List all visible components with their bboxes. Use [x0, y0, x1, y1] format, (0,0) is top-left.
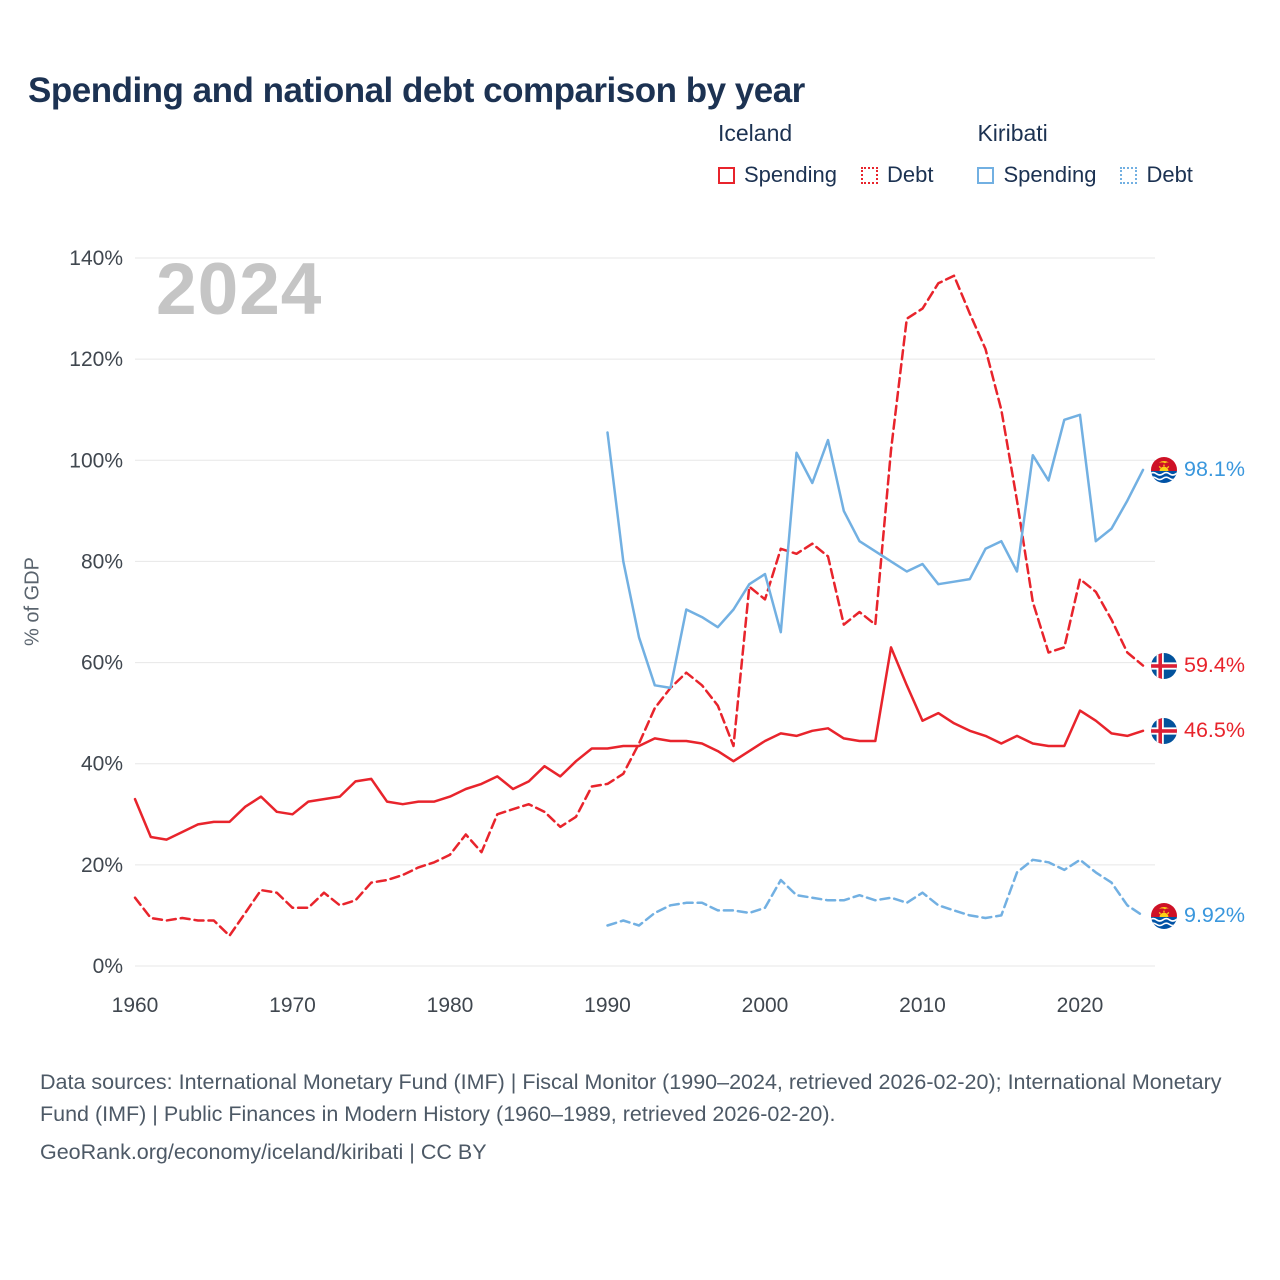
legend-item-iceland-spending[interactable]: Spending	[718, 162, 837, 188]
series-line-kiribati-debt	[606, 858, 1145, 927]
x-tick-label: 2020	[1057, 994, 1104, 1017]
y-tick-label: 40%	[81, 753, 123, 776]
legend-group-iceland: Iceland Spending Debt	[718, 120, 933, 188]
kiribati-flag-icon	[1151, 902, 1177, 929]
iceland-flag-icon	[1151, 717, 1177, 744]
end-label-iceland-debt: 59.4%	[1151, 652, 1245, 679]
iceland-flag-icon	[1151, 652, 1177, 679]
y-tick-label: 20%	[81, 854, 123, 877]
page-title: Spending and national debt comparison by…	[28, 71, 805, 111]
legend-item-label: Spending	[744, 162, 837, 187]
iceland-spending-swatch-icon	[718, 166, 735, 184]
legend-item-label: Spending	[1003, 162, 1097, 187]
legend: Iceland Spending Debt Kiribati Spending	[718, 120, 1193, 188]
footer: Data sources: International Monetary Fun…	[40, 1066, 1232, 1168]
attribution-text: GeoRank.org/economy/iceland/kiribati | C…	[40, 1139, 487, 1164]
iceland-debt-swatch-icon	[860, 166, 878, 184]
legend-item-iceland-debt[interactable]: Debt	[860, 162, 934, 188]
x-tick-label: 1960	[112, 994, 159, 1017]
y-tick-label: 0%	[93, 955, 123, 978]
y-tick-label: 120%	[69, 348, 123, 371]
legend-item-label: Debt	[1146, 162, 1193, 187]
end-label-kiribati-spending: 98.1%	[1151, 456, 1245, 483]
legend-items-iceland: Spending Debt	[718, 162, 933, 188]
y-tick-label: 60%	[81, 652, 123, 675]
x-tick-label: 1980	[427, 994, 474, 1017]
y-tick-label: 80%	[81, 550, 123, 573]
x-tick-label: 2010	[899, 994, 946, 1017]
data-sources-text: Data sources: International Monetary Fun…	[40, 1070, 1222, 1127]
legend-country-kiribati: Kiribati	[977, 120, 1048, 146]
kiribati-flag-icon	[1151, 456, 1177, 483]
end-label-iceland-spending: 46.5%	[1151, 717, 1245, 744]
x-tick-label: 1990	[584, 994, 631, 1017]
kiribati-spending-swatch-icon	[977, 166, 995, 184]
x-tick-label: 2000	[742, 994, 789, 1017]
end-label-value: 9.92%	[1184, 903, 1245, 928]
legend-items-kiribati: Spending Debt	[977, 162, 1193, 188]
series-line-iceland-spending	[133, 646, 1145, 841]
x-tick-label: 1970	[269, 994, 316, 1017]
end-label-value: 59.4%	[1184, 653, 1245, 678]
end-label-value: 46.5%	[1184, 718, 1245, 743]
legend-item-kiribati-spending[interactable]: Spending	[977, 162, 1096, 188]
end-label-value: 98.1%	[1184, 457, 1245, 482]
watermark-year: 2024	[156, 249, 323, 330]
chart-canvas: 0% 20% 40% 60% 80% 100% 120% 140% 1960 1970 1980 19…	[69, 247, 1155, 1017]
y-tick-label: 140%	[69, 247, 123, 270]
end-label-kiribati-debt: 9.92%	[1151, 902, 1245, 929]
series-line-kiribati-spending	[606, 413, 1145, 690]
legend-item-label: Debt	[886, 162, 934, 187]
y-tick-label: 100%	[69, 449, 123, 472]
legend-country-iceland: Iceland	[718, 120, 793, 146]
kiribati-debt-swatch-icon	[1120, 166, 1138, 184]
legend-item-kiribati-debt[interactable]: Debt	[1120, 162, 1193, 188]
series-line-iceland-debt	[133, 274, 1145, 937]
legend-group-kiribati: Kiribati Spending Debt	[977, 120, 1193, 188]
